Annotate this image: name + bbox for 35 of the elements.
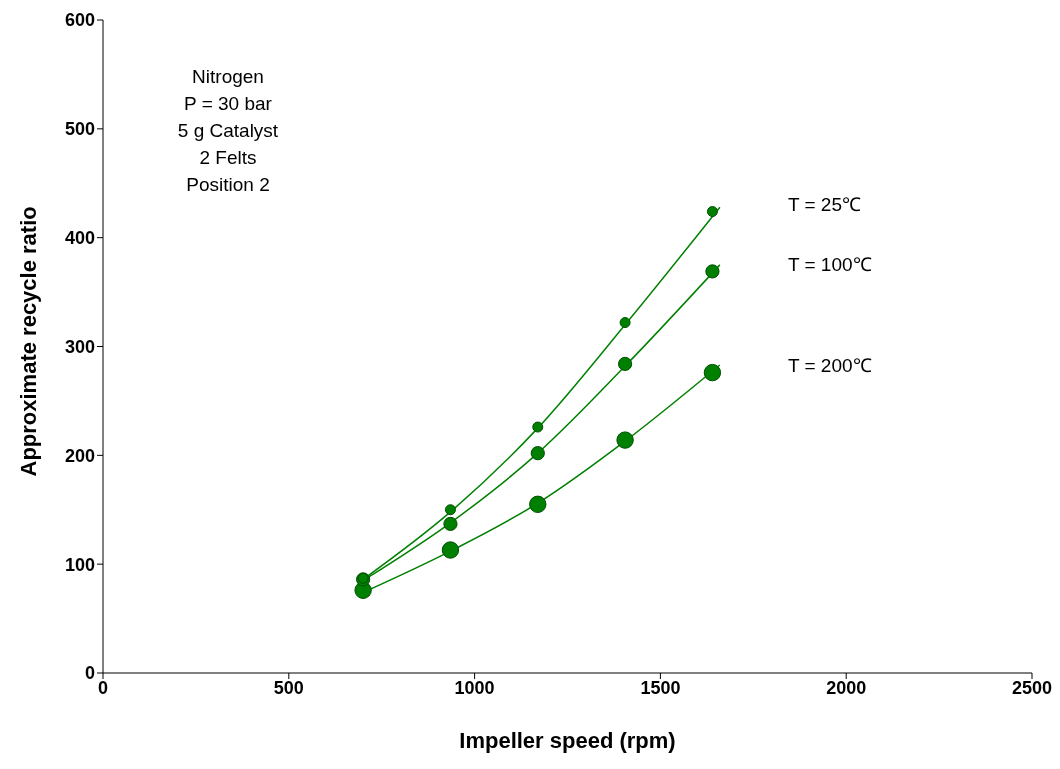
- x-tick-label: 1500: [640, 677, 681, 698]
- x-tick-label: 2000: [826, 677, 867, 698]
- annotation: P = 30 bar: [183, 92, 273, 116]
- point: [530, 446, 545, 461]
- y-tick-label: 300: [64, 336, 95, 357]
- point: [705, 264, 720, 279]
- text: T = 200℃: [787, 355, 872, 377]
- y-tick-label: 0: [84, 663, 95, 684]
- x-tick-label: 2500: [1011, 677, 1053, 698]
- x-tick-label: 0: [97, 677, 109, 698]
- y-tick-label: 400: [64, 228, 95, 249]
- point: [703, 363, 722, 382]
- point: [706, 206, 718, 218]
- annotation: 2 Felts: [198, 146, 258, 170]
- x-tick-label: 1000: [454, 677, 495, 698]
- y-tick-label: 200: [64, 445, 95, 466]
- text: T = 25℃: [787, 194, 861, 216]
- point: [443, 516, 458, 531]
- point: [529, 495, 547, 514]
- text: T = 100℃: [787, 253, 872, 275]
- annotation: Position 2: [185, 173, 271, 197]
- x-tick-label: 500: [273, 677, 304, 698]
- y-axis-title: Approximate recycle ratio: [15, 206, 41, 477]
- point: [618, 356, 633, 372]
- point: [619, 317, 631, 329]
- y-tick-label: 600: [64, 10, 95, 31]
- point: [444, 504, 456, 516]
- y-tick-label: 100: [64, 554, 95, 575]
- point: [532, 421, 544, 433]
- annotation: 5 g Catalyst: [176, 119, 280, 143]
- y-tick-label: 500: [64, 119, 95, 140]
- x-axis-title: Impeller speed (rpm): [459, 728, 676, 753]
- annotation: Nitrogen: [191, 65, 265, 89]
- point: [441, 541, 460, 559]
- point: [616, 431, 634, 449]
